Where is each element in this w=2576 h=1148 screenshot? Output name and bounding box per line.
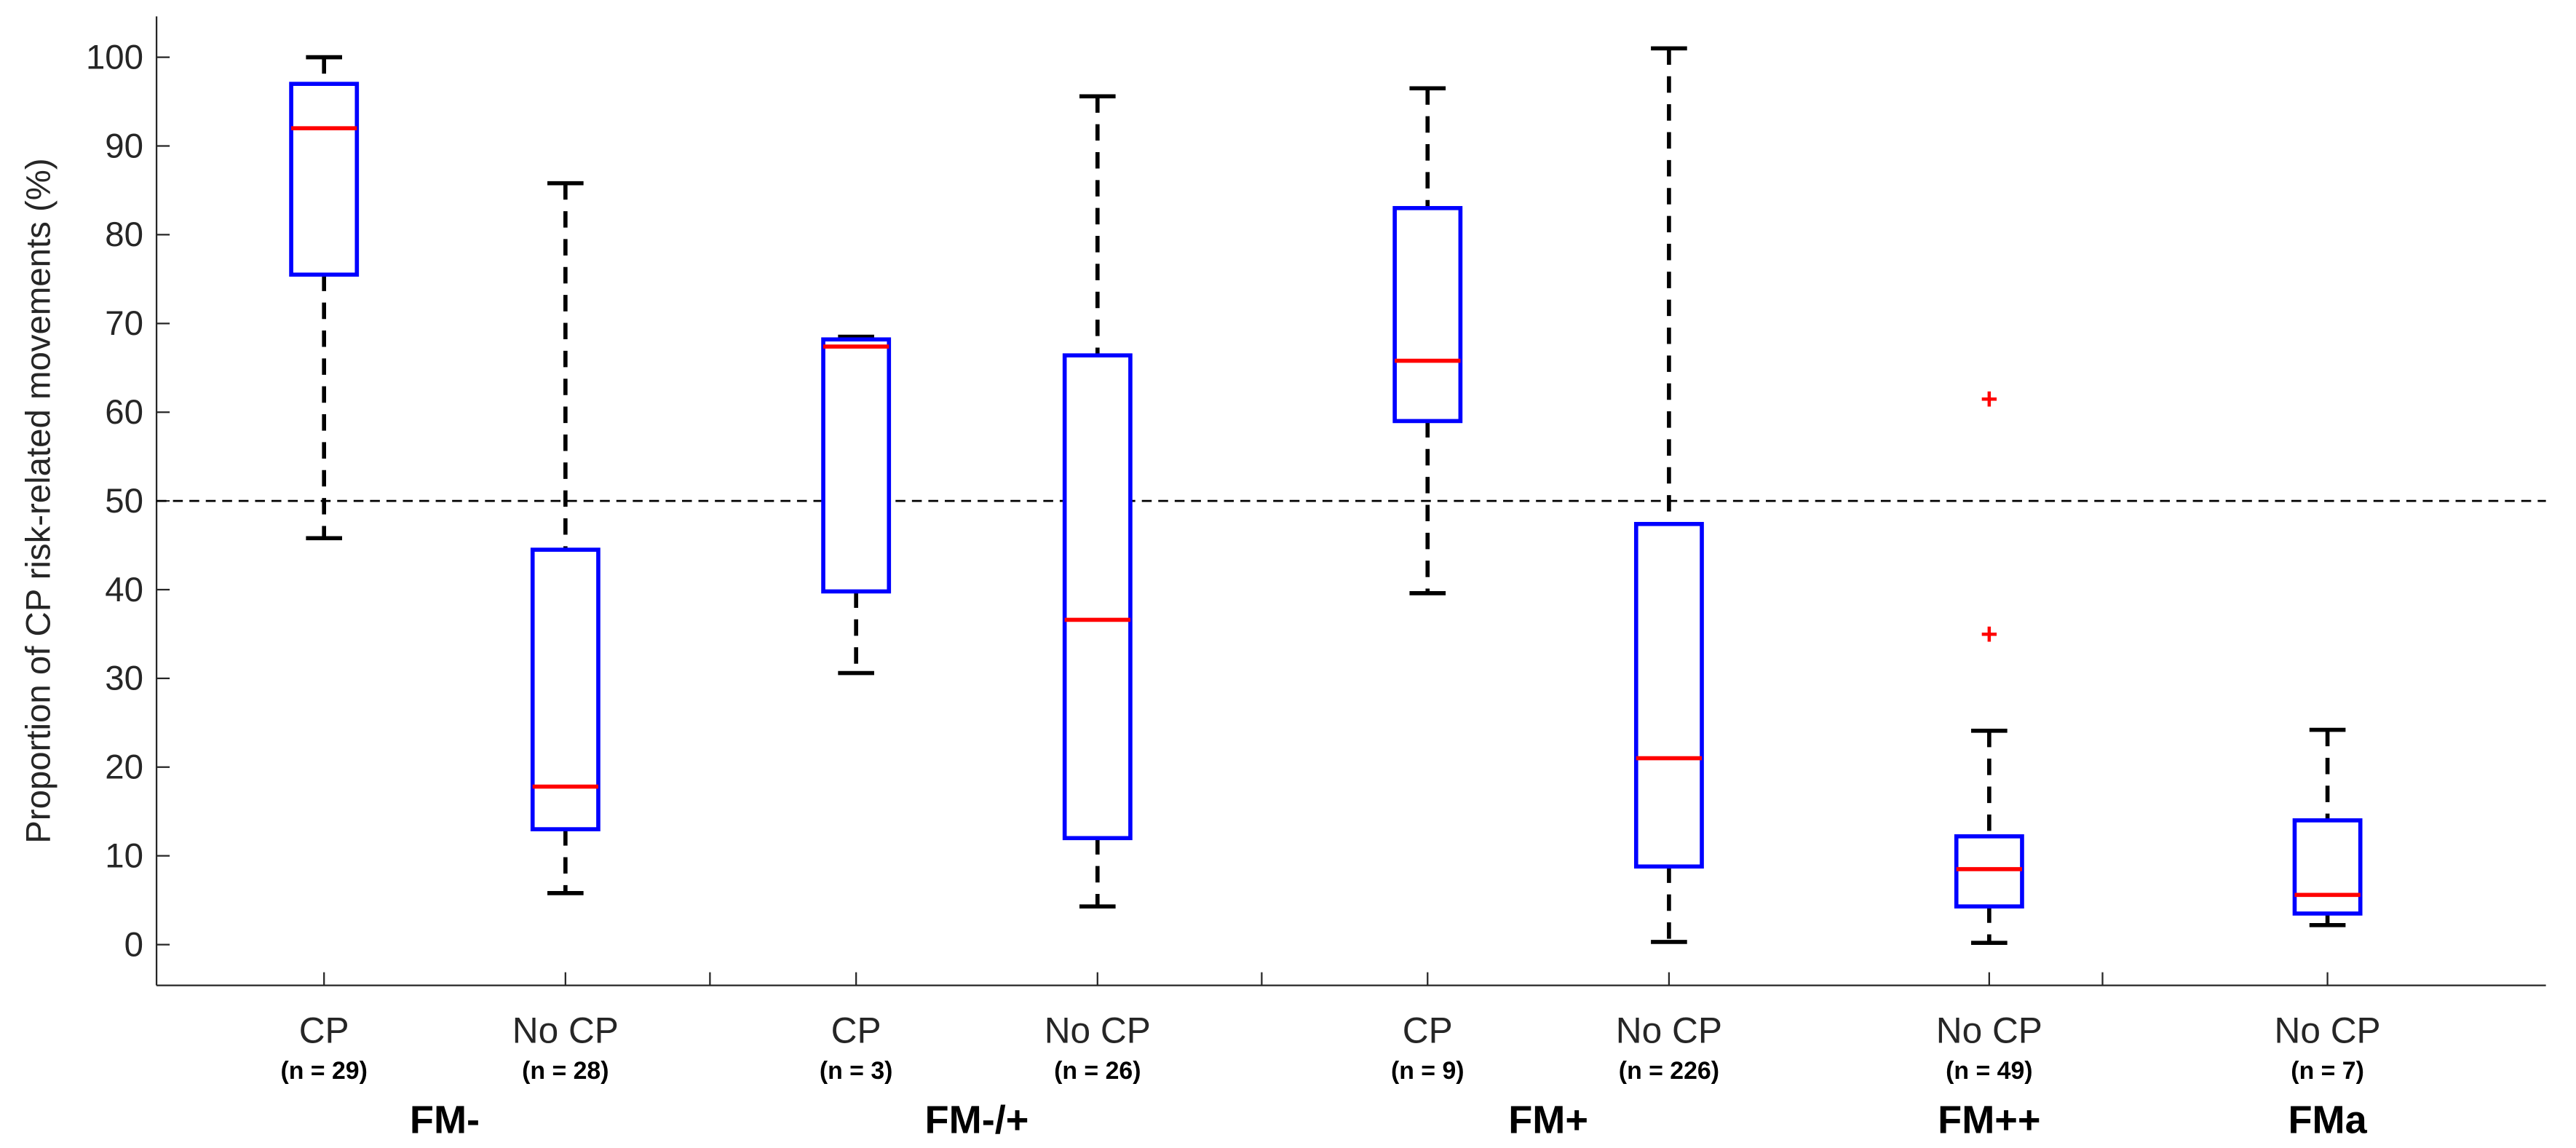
y-axis-label: Proportion of CP risk-related movements … [19, 158, 58, 843]
iqr-box [1954, 834, 2024, 908]
group-label: FMa [2288, 1098, 2367, 1142]
iqr-box [1633, 521, 1704, 869]
y-tick-label: 40 [105, 571, 143, 609]
group-label: FM++ [1938, 1098, 2040, 1142]
iqr-box [530, 547, 601, 831]
sample-size-label: (n = 3) [820, 1057, 893, 1085]
box-1 [530, 181, 601, 895]
iqr-box [821, 337, 892, 594]
sample-size-label: (n = 26) [1054, 1057, 1141, 1085]
y-tick-label: 80 [105, 215, 143, 254]
plot-marks: CP (n = 29) No CP (n = 28) CP (n = 3) No CP (n … [156, 46, 2546, 1142]
box-5 [1633, 46, 1704, 944]
y-tick-label: 30 [105, 660, 143, 698]
sample-size-label: (n = 28) [522, 1057, 609, 1085]
sample-size-label: (n = 49) [1946, 1057, 2032, 1085]
category-label: No CP [1045, 1010, 1151, 1051]
y-tick-label: 70 [105, 304, 143, 343]
box-4 [1392, 86, 1463, 595]
y-tick-label: 0 [124, 925, 143, 964]
y-tick-label: 10 [105, 836, 143, 875]
outlier-marker: + [1981, 381, 1998, 415]
sample-size-label: (n = 9) [1391, 1057, 1465, 1085]
sample-size-label: (n = 226) [1619, 1057, 1719, 1085]
sample-size-label: (n = 29) [280, 1057, 367, 1085]
box-3 [1062, 94, 1133, 908]
box-7 [2292, 727, 2363, 927]
category-label: CP [831, 1010, 881, 1051]
iqr-box [1392, 206, 1463, 424]
group-label: FM+ [1508, 1098, 1588, 1142]
category-label: CP [1403, 1010, 1453, 1051]
y-tick-label: 20 [105, 748, 143, 787]
axes: 0 10 20 30 40 50 60 70 80 90 100 [86, 16, 2546, 986]
iqr-box [289, 82, 360, 277]
category-label: No CP [2275, 1010, 2381, 1051]
iqr-box [1062, 353, 1133, 841]
box-6: ++ [1954, 381, 2024, 945]
y-tick-label: 50 [105, 482, 143, 520]
box-0 [289, 55, 360, 541]
y-tick-label: 100 [86, 38, 143, 76]
sample-size-label: (n = 7) [2291, 1057, 2364, 1085]
category-label: No CP [1936, 1010, 2042, 1051]
group-label: FM-/+ [925, 1098, 1029, 1142]
y-tick-label: 90 [105, 127, 143, 165]
iqr-box [2292, 818, 2363, 916]
category-label: No CP [1616, 1010, 1722, 1051]
category-label: CP [299, 1010, 349, 1051]
outlier-marker: + [1981, 617, 1998, 650]
category-label: No CP [512, 1010, 619, 1051]
y-tick-label: 60 [105, 393, 143, 432]
box-2 [821, 334, 892, 676]
group-label: FM- [410, 1098, 480, 1142]
